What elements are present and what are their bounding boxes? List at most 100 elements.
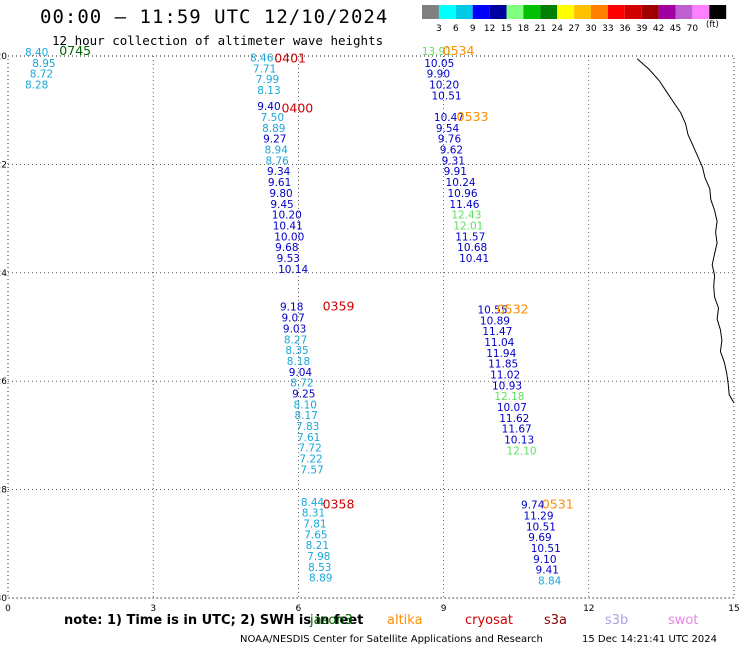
swh-value-label: 10.20: [272, 210, 302, 222]
swh-value-label: 10.51: [531, 543, 561, 555]
swh-value-label: 9.62: [440, 145, 463, 157]
swh-value-label: 10.00: [274, 231, 304, 243]
scale-swatch: [506, 5, 524, 19]
mission-jason3: jason3: [310, 613, 353, 628]
scale-label: 45: [670, 24, 681, 34]
swh-value-label: 11.04: [484, 337, 514, 349]
swh-value-label: 7.99: [256, 74, 279, 86]
swh-value-label: 8.72: [290, 378, 313, 390]
pass-time-label: 0533: [457, 109, 489, 124]
swh-value-label: 11.57: [455, 231, 485, 243]
swh-value-label: 10.41: [273, 220, 303, 232]
swh-value-label: 8.28: [25, 80, 48, 92]
swh-value-label: 8.31: [302, 508, 325, 520]
swh-value-label: 13.91: [422, 46, 452, 58]
scale-label: 12: [484, 24, 495, 34]
x-tick-label: 15: [728, 604, 739, 612]
swh-value-label: 10.05: [424, 58, 454, 70]
swh-value-label: 9.90: [427, 69, 450, 81]
swh-value-label: 10.14: [278, 264, 308, 276]
swh-value-label: 10.24: [446, 177, 476, 189]
swh-value-label: 9.03: [283, 323, 306, 335]
swh-value-label: 9.54: [436, 123, 460, 135]
swh-value-label: 7.83: [296, 421, 319, 433]
x-tick-label: 3: [150, 604, 156, 612]
swh-value-label: 10.47: [434, 112, 464, 124]
y-tick-label: -28: [0, 486, 7, 496]
scale-swatch: [455, 5, 473, 19]
swh-value-label: 10.68: [457, 242, 487, 254]
pass-time-label: 0400: [281, 100, 313, 115]
swh-value-label: 10.96: [447, 188, 477, 200]
scale-swatch: [641, 5, 659, 19]
scale-swatch: [422, 5, 439, 19]
swh-value-label: 8.46: [250, 52, 274, 64]
scale-label: 15: [501, 24, 512, 34]
coastline: [636, 58, 735, 404]
swh-value-label: 7.65: [304, 529, 327, 541]
swh-value-label: 10.55: [477, 304, 507, 316]
scale-swatch: [709, 5, 727, 19]
scale-swatch: [658, 5, 676, 19]
scale-label: 70: [687, 24, 699, 34]
swh-value-label: 7.57: [300, 464, 323, 476]
x-tick-label: 12: [583, 604, 594, 612]
scale-swatch: [692, 5, 710, 19]
x-tick-label: 0: [5, 604, 11, 612]
pass-time-label: 0534: [443, 43, 475, 58]
swh-value-label: 12.10: [507, 445, 537, 457]
swh-value-label: 10.93: [492, 380, 522, 392]
swh-value-label: 10.07: [497, 402, 527, 414]
scale-label: 24: [551, 24, 563, 34]
swh-value-label: 10.41: [459, 253, 489, 265]
scale-label: 21: [535, 24, 546, 34]
swh-value-label: 9.69: [528, 532, 551, 544]
swh-value-label: 9.76: [438, 134, 462, 146]
swh-value-label: 9.68: [275, 242, 298, 254]
swh-value-label: 10.51: [526, 521, 556, 533]
swh-value-label: 8.76: [265, 155, 289, 167]
wave-height-chart: 03691215-20-22-24-26-28-308.408.958.728.…: [0, 43, 740, 612]
pass-time-label: 0401: [274, 51, 306, 66]
scale-label: 30: [585, 24, 597, 34]
swh-value-label: 9.31: [442, 155, 465, 167]
mission-altika: altika: [387, 613, 423, 628]
generated-timestamp: 15 Dec 14:21:41 UTC 2024: [582, 634, 717, 645]
swh-value-label: 9.27: [263, 134, 286, 146]
scale-label: 39: [636, 24, 648, 34]
swh-value-label: 9.91: [444, 166, 467, 178]
scale-swatch: [472, 5, 490, 19]
pass-time-label: 0532: [497, 301, 529, 316]
pass-time-label: 0531: [542, 497, 574, 512]
swh-value-label: 9.40: [257, 101, 280, 113]
scale-swatch: [438, 5, 456, 19]
swh-value-label: 12.01: [453, 220, 483, 232]
credit-text: NOAA/NESDIS Center for Satellite Applica…: [240, 634, 543, 645]
swh-value-label: 7.72: [298, 443, 321, 455]
swh-value-label: 8.27: [284, 334, 307, 346]
chart-title: 00:00 — 11:59 UTC 12/10/2024: [40, 6, 389, 28]
swh-value-label: 7.22: [299, 454, 322, 466]
scale-label: 3: [436, 24, 442, 34]
swh-value-label: 8.21: [306, 540, 329, 552]
scale-label: 27: [568, 24, 579, 34]
x-tick-label: 9: [441, 604, 447, 612]
scale-label: 36: [619, 24, 631, 34]
swh-value-label: 7.71: [253, 63, 276, 75]
swh-value-label: 7.81: [303, 519, 326, 531]
mission-s3b: s3b: [605, 613, 629, 628]
scale-swatch: [523, 5, 541, 19]
y-tick-label: -22: [0, 160, 7, 170]
swh-value-label: 9.25: [292, 388, 315, 400]
scale-swatch: [574, 5, 591, 19]
swh-value-label: 8.35: [285, 345, 308, 357]
scale-swatch: [540, 5, 558, 19]
swh-value-label: 8.53: [308, 562, 331, 574]
swh-value-label: 8.94: [265, 145, 289, 157]
scale-swatch: [557, 5, 575, 19]
swh-value-label: 7.50: [261, 112, 284, 124]
swh-value-label: 11.29: [523, 510, 553, 522]
scale-label: 18: [518, 24, 530, 34]
swh-value-label: 9.74: [521, 500, 545, 512]
swh-value-label: 8.18: [287, 356, 310, 368]
